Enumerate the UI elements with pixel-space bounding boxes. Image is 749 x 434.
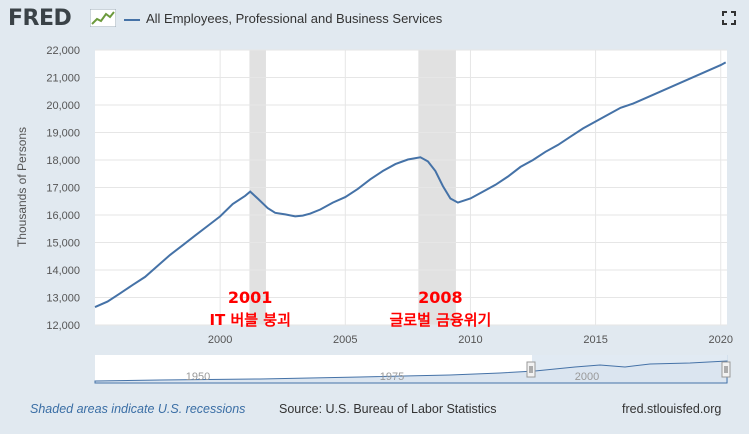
y-tick-label: 15,000 <box>46 238 80 250</box>
navigator-tick-1950: 1950 <box>186 371 210 383</box>
navigator-area <box>94 360 728 384</box>
x-tick-label: 2005 <box>333 334 357 346</box>
annotation-caption-2: 글로벌 금융위기 <box>389 311 491 329</box>
y-tick-label: 14,000 <box>46 265 80 277</box>
navigator-handle-left[interactable] <box>526 361 536 378</box>
y-tick-label: 17,000 <box>46 183 80 195</box>
y-tick-label: 13,000 <box>46 293 80 305</box>
legend-line-swatch <box>124 19 140 21</box>
y-axis-label: Thousands of Persons <box>15 127 29 247</box>
line-chart: 12,000 13,000 14,000 15,000 16,000 17,000 18,0… <box>15 45 733 384</box>
y-tick-labels: 12,000 13,000 14,000 15,000 16,000 17,000 18,0… <box>46 45 80 332</box>
fred-logo[interactable]: FRED <box>8 6 72 31</box>
navigator[interactable]: 1950 1975 2000 <box>94 355 731 384</box>
x-tick-label: 2010 <box>458 334 482 346</box>
x-tick-label: 2015 <box>583 334 607 346</box>
annotation-caption-1: IT 버블 붕괴 <box>209 311 290 329</box>
annotation-year-1: 2001 <box>228 288 273 307</box>
chart-footer: Shaded areas indicate U.S. recessions So… <box>0 398 749 422</box>
navigator-tick-2000: 2000 <box>575 371 599 383</box>
annotations: 2001 IT 버블 붕괴 2008 글로벌 금융위기 <box>209 288 491 329</box>
y-tick-label: 22,000 <box>46 45 80 57</box>
y-tick-label: 16,000 <box>46 210 80 222</box>
fred-logo-graph-icon <box>90 9 116 27</box>
y-tick-label: 18,000 <box>46 155 80 167</box>
recession-note[interactable]: Shaded areas indicate U.S. recessions <box>30 402 246 416</box>
x-tick-label: 2020 <box>709 334 733 346</box>
gridlines <box>95 49 727 326</box>
series-line <box>94 61 727 309</box>
fullscreen-icon[interactable] <box>722 11 736 25</box>
y-tick-label: 21,000 <box>46 73 80 85</box>
annotation-year-2: 2008 <box>418 288 463 307</box>
y-tick-label: 12,000 <box>46 320 80 332</box>
y-tick-label: 19,000 <box>46 128 80 140</box>
y-tick-label: 20,000 <box>46 100 80 112</box>
chart-header: FRED All Employees, Professional and Bus… <box>0 0 749 40</box>
x-tick-labels: 2000 2005 2010 2015 2020 <box>208 334 733 346</box>
site-link[interactable]: fred.stlouisfed.org <box>622 402 722 416</box>
navigator-handle-right[interactable] <box>721 361 731 378</box>
x-tick-label: 2000 <box>208 334 232 346</box>
navigator-tick-1975: 1975 <box>380 371 404 383</box>
source-text: Source: U.S. Bureau of Labor Statistics <box>279 402 497 416</box>
series-title[interactable]: All Employees, Professional and Business… <box>146 11 443 26</box>
